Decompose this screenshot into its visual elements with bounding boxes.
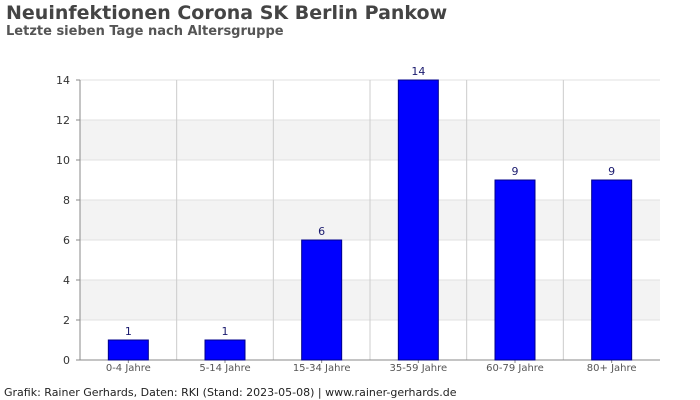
bars (107, 79, 633, 361)
x-tick-label: 60-79 Jahre (486, 363, 544, 374)
y-tick-label: 8 (63, 194, 70, 207)
bar (107, 339, 149, 361)
data-label: 9 (608, 165, 615, 178)
data-label: 6 (318, 225, 325, 238)
data-label: 1 (125, 325, 132, 338)
x-tick-label: 35-59 Jahre (389, 363, 447, 374)
y-tick-label: 6 (63, 234, 70, 247)
y-tick-label: 2 (63, 314, 70, 327)
y-tick-label: 0 (63, 354, 70, 367)
bar (397, 79, 439, 361)
y-tick-label: 10 (56, 154, 70, 167)
axes (76, 79, 660, 363)
y-tick-label: 12 (56, 114, 70, 127)
y-tick-label: 4 (63, 274, 70, 287)
data-label: 9 (512, 165, 519, 178)
footer-credit: Grafik: Rainer Gerhards, Daten: RKI (Sta… (4, 386, 457, 399)
bar (204, 339, 246, 361)
chart-title: Neuinfektionen Corona SK Berlin Pankow (6, 2, 448, 24)
bar (301, 239, 343, 361)
bar (494, 179, 536, 361)
y-tick-label: 14 (56, 74, 70, 87)
data-label: 1 (222, 325, 229, 338)
bar (591, 179, 633, 361)
chart-subtitle: Letzte sieben Tage nach Altersgruppe (6, 24, 284, 39)
x-tick-label: 80+ Jahre (587, 363, 637, 374)
data-label: 14 (411, 65, 425, 78)
x-tick-label: 15-34 Jahre (293, 363, 351, 374)
x-tick-label: 5-14 Jahre (199, 363, 250, 374)
x-tick-label: 0-4 Jahre (106, 363, 151, 374)
labels: 0 2 4 6 8 10 12 14 1 0-4 Jahre 1 5-14 Jahre 6 15-34 J… (56, 65, 637, 374)
